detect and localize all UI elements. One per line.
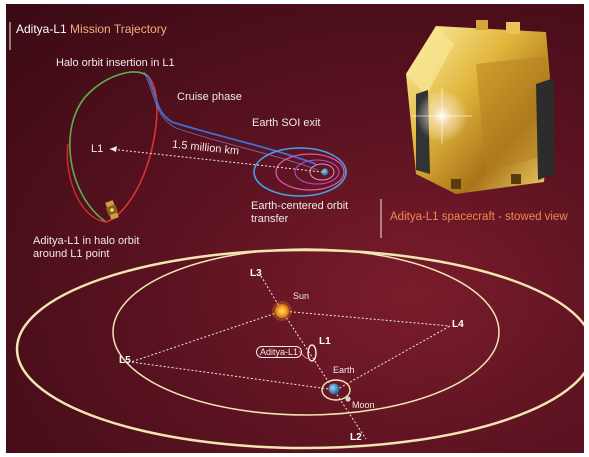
earth-icon: [328, 383, 340, 395]
earth-orbit-2: [275, 153, 345, 191]
sun-l2-line: [281, 310, 367, 440]
earth-orbit-4: [309, 163, 335, 181]
halo-orbit-green: [69, 71, 149, 223]
earth-label: Earth: [333, 365, 355, 375]
aditya-tag: Aditya-L1: [256, 346, 303, 358]
earth-small-icon: [321, 168, 329, 176]
halo-insertion-label: Halo orbit insertion in L1: [56, 57, 175, 69]
title-main: Aditya-L1: [16, 22, 67, 36]
sun-glow: [272, 301, 292, 321]
l2-label: L2: [350, 432, 362, 443]
mission-trajectory-panel: Aditya-L1 Mission Trajectory Halo orbit …: [6, 4, 584, 453]
earth-orbit-outer: [253, 147, 347, 197]
l1-arrow-icon: [110, 146, 117, 152]
page-title: Aditya-L1 Mission Trajectory: [16, 22, 167, 36]
earth-moon-orbit: [321, 379, 351, 401]
l1-label: L1: [91, 143, 104, 155]
outer-orbit: [15, 248, 584, 450]
cruise-path-outer: [143, 71, 319, 171]
sun-l3-line: [260, 275, 283, 312]
sun-label: Sun: [293, 291, 310, 301]
soi-exit-label: Earth SOI exit: [252, 117, 321, 129]
diagram-canvas: [9, 20, 584, 450]
satellite-icon: [105, 200, 119, 220]
earth-transfer-label: Earth-centered orbit transfer: [251, 200, 349, 225]
earth-orbit-path: [112, 248, 500, 416]
l1-distance-line: [109, 148, 323, 173]
cruise-phase-label: Cruise phase: [177, 91, 242, 103]
l3-label: L3: [250, 268, 262, 279]
sun-icon: [275, 304, 289, 318]
l4-label: L4: [452, 319, 464, 330]
moon-icon: [345, 396, 351, 402]
moon-label: Moon: [352, 400, 375, 410]
earth-orbit-3: [294, 159, 340, 185]
cruise-path: [147, 75, 317, 165]
halo-orbit-label: Aditya-L1 in halo orbit around L1 point: [33, 235, 140, 260]
l5-label: L5: [119, 355, 131, 366]
halo-orbit-red-outer: [66, 143, 107, 223]
l1-point-label: L1: [319, 336, 331, 347]
earth-l4-line: [335, 325, 451, 391]
sun-l4-line: [281, 310, 451, 327]
l1-halo-marker: [307, 344, 317, 362]
spacecraft-icon: [406, 20, 554, 194]
spacecraft-caption: Aditya-L1 spacecraft - stowed view: [390, 211, 568, 223]
title-sub: Mission Trajectory: [66, 22, 167, 36]
sun-l5-line: [130, 310, 283, 363]
earth-l5-line: [130, 361, 337, 391]
